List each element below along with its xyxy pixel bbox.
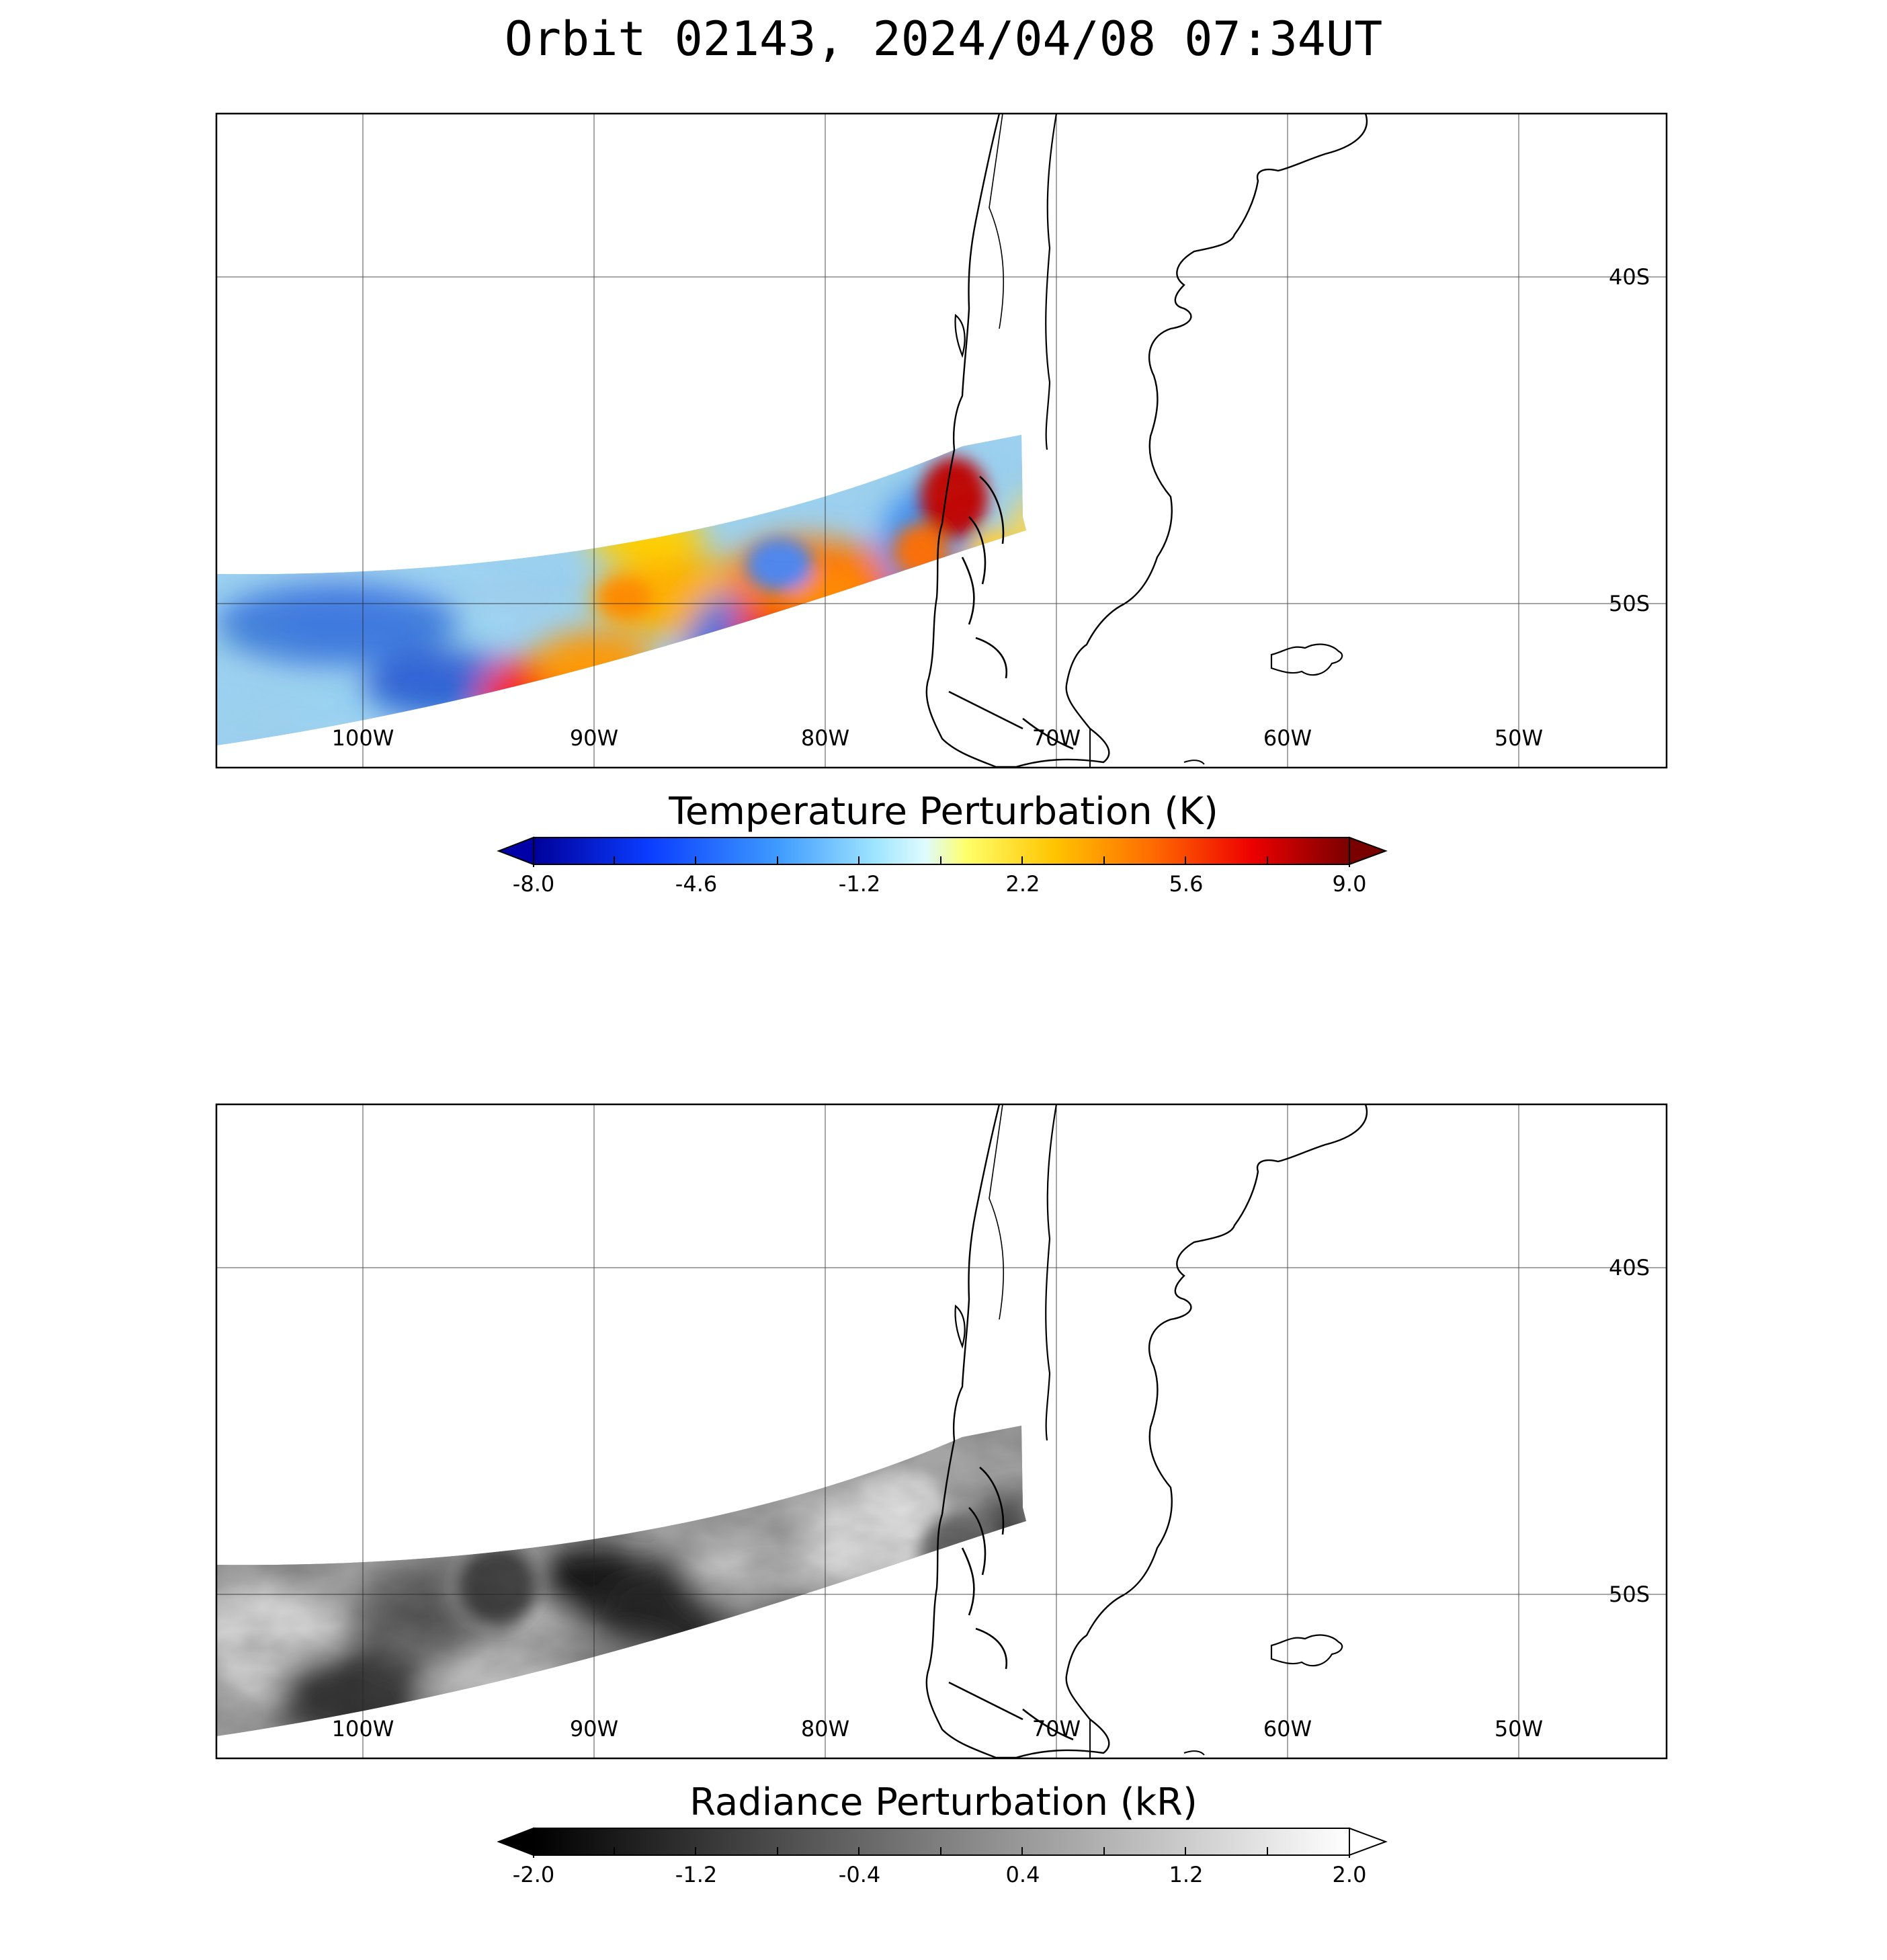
colorbar-tick-label: -4.6 bbox=[675, 871, 717, 897]
colorbar-tick-label: 2.2 bbox=[1006, 871, 1040, 897]
colorbar-tick-label: 0.4 bbox=[1006, 1862, 1040, 1887]
lon-label: 70W bbox=[1032, 1716, 1081, 1742]
lat-tick-labels: 40S 50S bbox=[1609, 264, 1650, 616]
colorbar-under-arrow bbox=[497, 836, 534, 866]
lat-label: 40S bbox=[1609, 264, 1650, 290]
lat-label: 50S bbox=[1609, 591, 1650, 616]
lon-label: 50W bbox=[1495, 1716, 1543, 1742]
gridlines bbox=[216, 114, 1667, 768]
colorbar-tick-label: -0.4 bbox=[839, 1862, 880, 1887]
colorbar-under-arrow bbox=[497, 1827, 534, 1856]
lon-label: 100W bbox=[332, 1716, 394, 1742]
colorbar-tick-label: 5.6 bbox=[1169, 871, 1204, 897]
colorbar-label: Temperature Perturbation (K) bbox=[668, 790, 1218, 833]
map-panel-radiance: 100W 90W 80W 70W 60W 50W 40S 50S bbox=[215, 1103, 1668, 1760]
map-panel-temperature: 100W 90W 80W 70W 60W 50W 40S 50S bbox=[215, 112, 1668, 769]
colorbar-tick-label: -8.0 bbox=[513, 871, 554, 897]
lon-label: 60W bbox=[1263, 1716, 1312, 1742]
lat-tick-labels: 40S 50S bbox=[1609, 1255, 1650, 1607]
lon-label: 90W bbox=[570, 1716, 618, 1742]
colorbar-temperature: Temperature Perturbation (K) -8.0 -4.6 -… bbox=[497, 790, 1388, 897]
lon-label: 90W bbox=[570, 725, 618, 751]
lat-label: 40S bbox=[1609, 1255, 1650, 1280]
lon-label: 70W bbox=[1032, 725, 1081, 751]
gridlines bbox=[216, 1104, 1667, 1758]
colorbar-tick-label: 9.0 bbox=[1333, 871, 1367, 897]
colorbar-tick-label: -1.2 bbox=[839, 871, 880, 897]
colorbar-tick-label: 1.2 bbox=[1169, 1862, 1204, 1887]
colorbar-tick-label: -2.0 bbox=[513, 1862, 554, 1887]
colorbar-label: Radiance Perturbation (kR) bbox=[689, 1781, 1198, 1824]
lon-tick-labels: 100W 90W 80W 70W 60W 50W bbox=[332, 1716, 1544, 1742]
colorbar-radiance: Radiance Perturbation (kR) -2.0 -1.2 -0.… bbox=[497, 1781, 1388, 1887]
lat-label: 50S bbox=[1609, 1582, 1650, 1607]
figure-title: Orbit 02143, 2024/04/08 07:34UT bbox=[505, 11, 1382, 67]
lon-label: 100W bbox=[332, 725, 394, 751]
colorbar-over-arrow bbox=[1349, 836, 1388, 866]
lon-label: 80W bbox=[801, 1716, 849, 1742]
colorbar-tick-label: -1.2 bbox=[675, 1862, 717, 1887]
colorbar-over-arrow bbox=[1349, 1827, 1388, 1856]
lon-tick-labels: 100W 90W 80W 70W 60W 50W bbox=[332, 725, 1544, 751]
lon-label: 80W bbox=[801, 725, 849, 751]
lon-label: 50W bbox=[1495, 725, 1543, 751]
colorbar-tick-label: 2.0 bbox=[1333, 1862, 1367, 1887]
lon-label: 60W bbox=[1263, 725, 1312, 751]
